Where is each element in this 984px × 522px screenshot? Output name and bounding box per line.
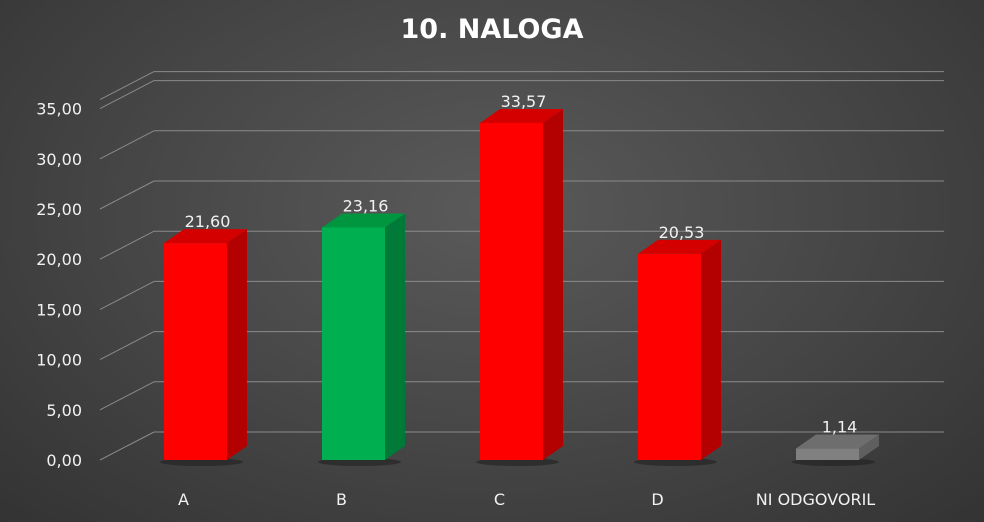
gridline-depth <box>99 80 155 110</box>
bar-top <box>322 213 405 228</box>
x-category-label: A <box>178 490 189 509</box>
data-label: 1,14 <box>822 418 858 437</box>
bar-top <box>164 229 247 244</box>
bar-side <box>385 213 405 460</box>
data-label: 20,53 <box>659 223 705 242</box>
y-tick-label: 0,00 <box>46 451 82 470</box>
bar-a <box>160 229 247 466</box>
gridline-depth <box>99 280 155 310</box>
gridline-depth <box>99 381 155 411</box>
bar-side <box>227 229 247 460</box>
bar-top <box>796 434 879 449</box>
chart-title: 10. NALOGA <box>401 14 584 45</box>
bar-front <box>322 227 385 460</box>
bar-top <box>480 108 563 123</box>
bar-side <box>859 434 879 460</box>
gridline-depth <box>99 180 155 210</box>
x-category-label: NI ODGOVORIL <box>756 490 875 509</box>
gridline-depth <box>99 71 155 101</box>
data-label: 23,16 <box>343 196 389 215</box>
data-label: 33,57 <box>501 92 547 111</box>
gridline-depth <box>99 230 155 260</box>
bars <box>160 108 879 466</box>
y-tick-label: 5,00 <box>46 401 82 420</box>
y-tick-label: 30,00 <box>36 150 82 169</box>
bar-d <box>634 239 721 466</box>
bar-front <box>480 122 543 460</box>
gridline-depth <box>99 431 155 461</box>
gridline-depth <box>99 331 155 361</box>
bar-side <box>701 239 721 460</box>
x-category-label: D <box>651 490 663 509</box>
x-category-label: C <box>494 490 505 509</box>
data-labels: 21,60 23,16 33,57 20,53 1,14 <box>185 92 858 437</box>
y-tick-label: 25,00 <box>36 200 82 219</box>
y-tick-label: 35,00 <box>36 100 82 119</box>
x-category-label: B <box>336 490 347 509</box>
bar-c <box>476 108 563 466</box>
gridline-depth <box>99 130 155 160</box>
bar-front <box>796 448 859 460</box>
y-tick-label: 20,00 <box>36 250 82 269</box>
bar-b <box>318 213 405 466</box>
data-label: 21,60 <box>185 212 231 231</box>
bar-ni-odgovoril <box>792 434 879 466</box>
bar-top <box>638 239 721 254</box>
y-tick-label: 10,00 <box>36 351 82 370</box>
y-tick-label: 15,00 <box>36 300 82 319</box>
bar-front <box>638 253 701 460</box>
x-axis-category-labels: A B C D NI ODGOVORIL <box>178 490 875 509</box>
y-axis-tick-labels: 0,00 5,00 10,00 15,00 20,00 25,00 30,00 35,00 <box>36 100 82 470</box>
bar-front <box>164 243 227 460</box>
bar-side <box>543 108 563 460</box>
